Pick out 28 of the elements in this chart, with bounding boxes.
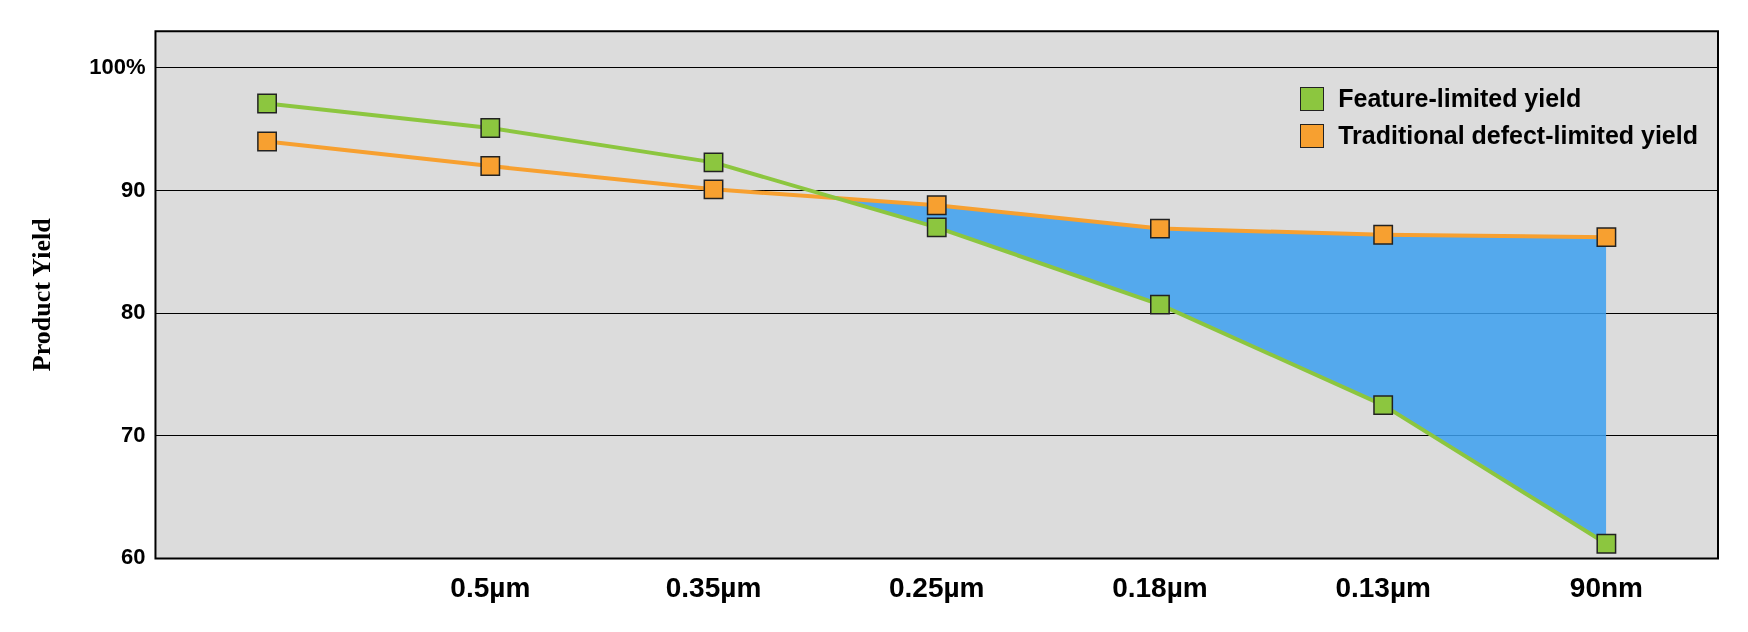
point xyxy=(257,93,278,114)
point xyxy=(703,179,724,200)
point xyxy=(926,195,947,216)
y-tick-label: 90 xyxy=(120,176,146,202)
legend-label: Traditional defect-limited yield xyxy=(1338,121,1698,150)
point xyxy=(703,152,724,173)
y-tick-label: 60 xyxy=(120,544,146,570)
point xyxy=(1150,218,1170,239)
y-tick-label: 100% xyxy=(89,54,146,80)
x-tick-label: 0.35µm xyxy=(665,571,762,603)
point xyxy=(1596,227,1617,248)
point xyxy=(1596,533,1617,554)
legend-label: Feature-limited yield xyxy=(1338,84,1582,113)
point xyxy=(257,131,278,152)
x-tick-label: 0.25µm xyxy=(888,571,985,603)
x-tick-label: 0.5µm xyxy=(450,571,531,603)
point xyxy=(1373,395,1394,416)
x-tick-label: 0.13µm xyxy=(1335,571,1431,603)
point xyxy=(480,156,501,177)
y-tick-label: 70 xyxy=(120,421,146,447)
y-tick-label: 80 xyxy=(120,299,146,325)
x-tick-label: 0.18µm xyxy=(1112,571,1208,603)
point xyxy=(480,118,501,138)
x-tick-label: 90nm xyxy=(1569,571,1643,603)
y-axis-title: Product Yield xyxy=(27,217,57,372)
point xyxy=(1150,294,1170,315)
point xyxy=(1373,224,1394,245)
point xyxy=(926,217,947,238)
